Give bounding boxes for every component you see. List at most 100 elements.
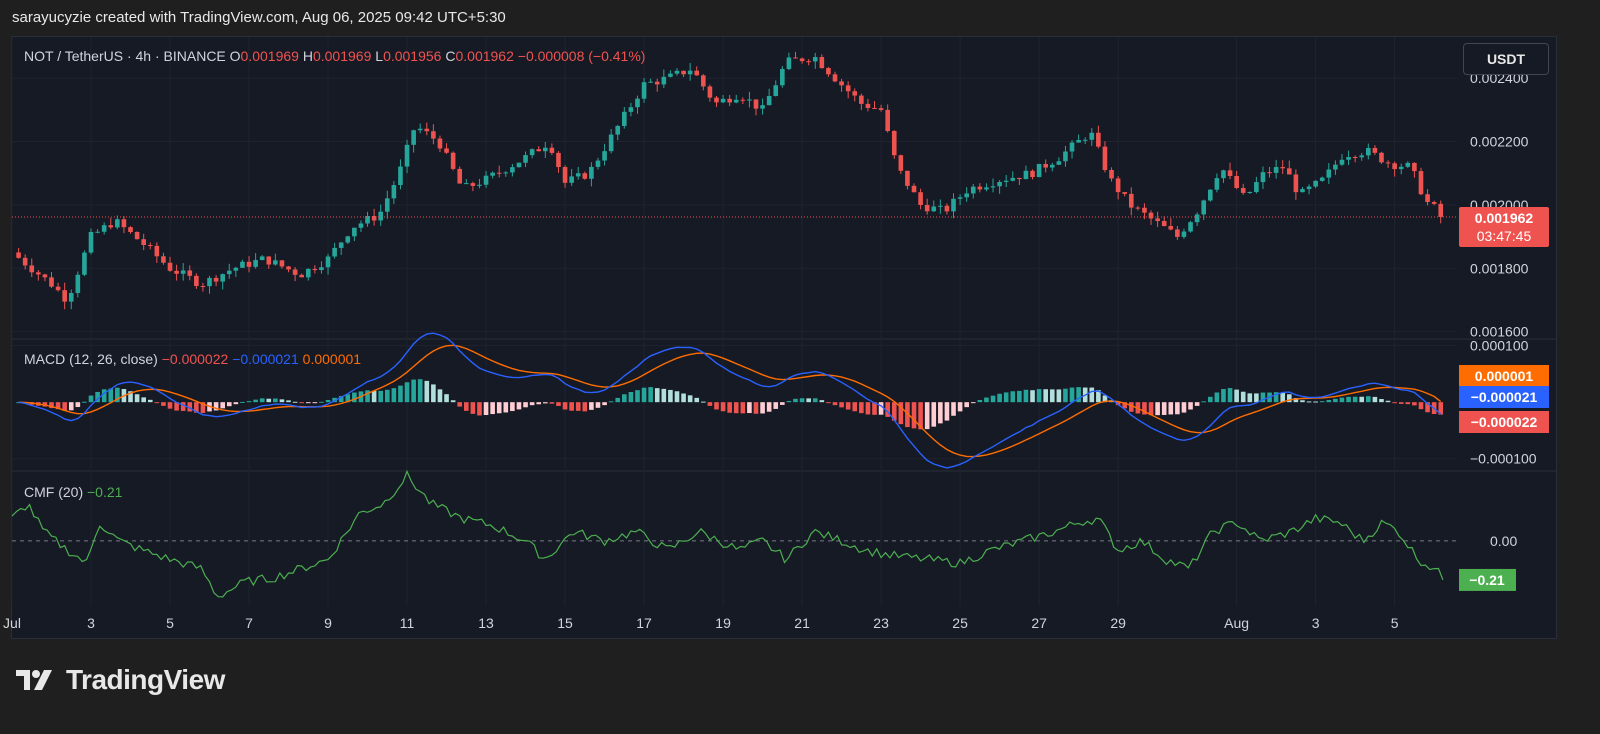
- candle-body[interactable]: [707, 86, 713, 98]
- candle-body[interactable]: [733, 99, 739, 103]
- candle-body[interactable]: [194, 275, 199, 287]
- candle-body[interactable]: [1043, 163, 1048, 168]
- candle-body[interactable]: [760, 105, 765, 109]
- candle-body[interactable]: [536, 149, 542, 152]
- candle-body[interactable]: [68, 293, 74, 302]
- candle-body[interactable]: [516, 162, 522, 168]
- candle-body[interactable]: [832, 74, 838, 82]
- candle-body[interactable]: [891, 130, 897, 156]
- candle-body[interactable]: [266, 256, 272, 265]
- candle-body[interactable]: [1286, 168, 1292, 175]
- candle-body[interactable]: [207, 277, 212, 287]
- candle-body[interactable]: [1247, 191, 1253, 193]
- candle-body[interactable]: [496, 172, 502, 174]
- candle-body[interactable]: [911, 185, 917, 193]
- candle-body[interactable]: [1109, 169, 1114, 179]
- candle-body[interactable]: [1385, 162, 1391, 164]
- candle-body[interactable]: [233, 267, 239, 271]
- candle-body[interactable]: [417, 128, 423, 131]
- candle-body[interactable]: [1221, 170, 1226, 179]
- candle-body[interactable]: [786, 57, 792, 70]
- candle-body[interactable]: [1049, 164, 1055, 168]
- candle-body[interactable]: [200, 286, 206, 288]
- candle-body[interactable]: [404, 144, 410, 167]
- candle-body[interactable]: [1089, 132, 1095, 140]
- candle-body[interactable]: [424, 128, 430, 132]
- candle-body[interactable]: [115, 219, 120, 228]
- candle-body[interactable]: [523, 155, 528, 163]
- candle-body[interactable]: [865, 103, 871, 108]
- candle-body[interactable]: [556, 152, 561, 168]
- candle-body[interactable]: [668, 73, 673, 77]
- candle-body[interactable]: [964, 193, 969, 198]
- candle-body[interactable]: [470, 183, 476, 186]
- candle-body[interactable]: [931, 206, 937, 212]
- candle-body[interactable]: [1175, 229, 1180, 237]
- candle-body[interactable]: [1273, 167, 1279, 173]
- candle-body[interactable]: [951, 198, 956, 212]
- candle-body[interactable]: [1352, 157, 1358, 159]
- candle-body[interactable]: [1346, 157, 1351, 160]
- candle-body[interactable]: [345, 236, 351, 243]
- candle-body[interactable]: [1076, 139, 1081, 143]
- candle-body[interactable]: [1168, 226, 1174, 230]
- candle-body[interactable]: [358, 223, 364, 228]
- candle-body[interactable]: [1017, 177, 1022, 180]
- candle-body[interactable]: [977, 186, 983, 190]
- candle-body[interactable]: [812, 57, 818, 62]
- candle-body[interactable]: [1431, 202, 1437, 204]
- candle-body[interactable]: [694, 70, 700, 76]
- candle-body[interactable]: [338, 242, 344, 248]
- candle-body[interactable]: [332, 247, 337, 257]
- candle-body[interactable]: [305, 268, 311, 278]
- candle-body[interactable]: [259, 256, 265, 261]
- candle-body[interactable]: [569, 176, 574, 183]
- candle-body[interactable]: [740, 99, 746, 101]
- candle-body[interactable]: [641, 82, 647, 99]
- candle-body[interactable]: [1333, 164, 1338, 170]
- candle-body[interactable]: [661, 76, 667, 85]
- candle-body[interactable]: [898, 155, 904, 171]
- candle-body[interactable]: [872, 107, 877, 109]
- candle-body[interactable]: [29, 265, 35, 273]
- candle-body[interactable]: [681, 70, 686, 75]
- candle-body[interactable]: [747, 99, 752, 101]
- candle-body[interactable]: [1313, 180, 1318, 187]
- candle-body[interactable]: [826, 68, 831, 75]
- candle-body[interactable]: [852, 91, 858, 96]
- candle-body[interactable]: [299, 274, 305, 278]
- candle-body[interactable]: [444, 148, 449, 153]
- candle-body[interactable]: [885, 109, 890, 131]
- candle-body[interactable]: [391, 185, 397, 199]
- candle-body[interactable]: [154, 245, 160, 257]
- candle-body[interactable]: [1010, 177, 1016, 181]
- candle-body[interactable]: [1392, 163, 1397, 170]
- candle-body[interactable]: [477, 184, 482, 186]
- candle-body[interactable]: [411, 130, 416, 145]
- candle-body[interactable]: [95, 231, 100, 233]
- candle-body[interactable]: [503, 172, 509, 174]
- candle-body[interactable]: [1260, 172, 1266, 183]
- candle-body[interactable]: [1227, 170, 1233, 176]
- candle-body[interactable]: [799, 58, 805, 62]
- candle-body[interactable]: [1254, 182, 1259, 192]
- candle-body[interactable]: [687, 70, 693, 75]
- candle-body[interactable]: [1372, 147, 1378, 153]
- candle-body[interactable]: [1115, 178, 1121, 193]
- candle-body[interactable]: [161, 256, 166, 263]
- candle-body[interactable]: [1142, 207, 1147, 213]
- candle-body[interactable]: [286, 266, 291, 270]
- candle-body[interactable]: [1214, 178, 1220, 190]
- candle-body[interactable]: [780, 69, 785, 86]
- candle-body[interactable]: [1128, 193, 1134, 208]
- candle-body[interactable]: [147, 244, 153, 246]
- candle-body[interactable]: [1366, 147, 1371, 156]
- candle-body[interactable]: [1438, 203, 1444, 217]
- candle-body[interactable]: [839, 81, 844, 86]
- candle-body[interactable]: [562, 167, 568, 183]
- candle-body[interactable]: [1300, 189, 1305, 193]
- candle-body[interactable]: [970, 186, 976, 194]
- candle-body[interactable]: [602, 151, 607, 161]
- candle-body[interactable]: [180, 270, 186, 274]
